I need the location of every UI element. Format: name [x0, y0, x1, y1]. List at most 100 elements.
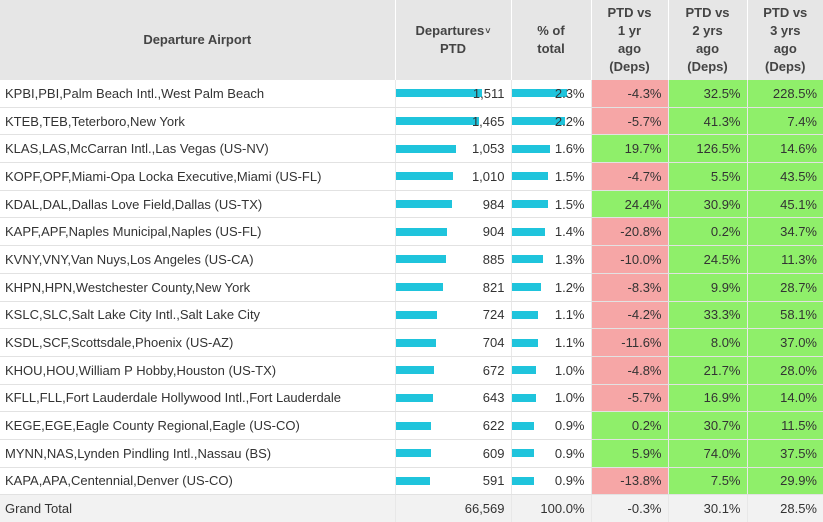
header-y2-line1: PTD vs	[685, 5, 730, 20]
airport-name-cell[interactable]: KPBI,PBI,Palm Beach Intl.,West Palm Beac…	[0, 80, 396, 108]
table-row[interactable]: KFLL,FLL,Fort Lauderdale Hollywood Intl.…	[0, 384, 823, 413]
departures-bar	[395, 283, 443, 292]
sort-descending-icon[interactable]: ˅	[485, 26, 491, 36]
pct-total-cell: 0.9%	[511, 467, 592, 496]
pct-total-cell: 1.0%	[511, 356, 592, 385]
departures-bar	[395, 255, 446, 264]
table-row[interactable]: KDAL,DAL,Dallas Love Field,Dallas (US-TX…	[0, 190, 823, 219]
departures-value: 1,465	[471, 113, 505, 129]
table-row[interactable]: KSLC,SLC,Salt Lake City Intl.,Salt Lake …	[0, 301, 823, 330]
airport-name-cell[interactable]: KHPN,HPN,Westchester County,New York	[0, 273, 396, 302]
departures-cell: 622	[395, 411, 512, 440]
pct-total-value: 1.5%	[554, 168, 585, 184]
table-row[interactable]: KAPA,APA,Centennial,Denver (US-CO) 591 0.9…	[0, 467, 823, 496]
header-ptd-vs-2yrs[interactable]: PTD vs 2 yrs ago (Deps)	[668, 0, 748, 80]
pct-total-value: 0.9%	[554, 418, 585, 434]
header-y2-line2: 2 yrs	[692, 23, 723, 38]
table-row[interactable]: KPBI,PBI,Palm Beach Intl.,West Palm Beac…	[0, 80, 823, 108]
departures-bar	[395, 144, 456, 153]
airport-name-cell[interactable]: KLAS,LAS,McCarran Intl.,Las Vegas (US-NV…	[0, 134, 396, 164]
vs-2yrs-cell: 9.9%	[668, 273, 748, 302]
grand-total-departures: 66,569	[395, 494, 512, 522]
departures-value: 1,010	[471, 168, 505, 184]
pct-total-bar	[511, 227, 545, 236]
header-y1-line4: (Deps)	[609, 59, 650, 74]
header-y1-line3: ago	[617, 41, 642, 56]
airport-name-cell[interactable]: KTEB,TEB,Teterboro,New York	[0, 107, 396, 136]
airport-name-cell[interactable]: KOPF,OPF,Miami-Opa Locka Executive,Miami…	[0, 162, 396, 191]
airport-name-cell[interactable]: KHOU,HOU,William P Hobby,Houston (US-TX)	[0, 356, 396, 385]
table-row[interactable]: KHOU,HOU,William P Hobby,Houston (US-TX)…	[0, 356, 823, 385]
departures-bar	[395, 393, 433, 402]
departures-cell: 672	[395, 356, 512, 385]
departures-cell: 984	[395, 190, 512, 219]
table-row[interactable]: KSDL,SCF,Scottsdale,Phoenix (US-AZ) 704 1.…	[0, 328, 823, 357]
airport-name-cell[interactable]: KSDL,SCF,Scottsdale,Phoenix (US-AZ)	[0, 328, 396, 357]
header-ptd-vs-1yr[interactable]: PTD vs 1 yr ago (Deps)	[591, 0, 669, 80]
airport-name-cell[interactable]: KVNY,VNY,Van Nuys,Los Angeles (US-CA)	[0, 245, 396, 274]
vs-1yr-cell: 24.4%	[591, 190, 669, 219]
table-row[interactable]: KOPF,OPF,Miami-Opa Locka Executive,Miami…	[0, 162, 823, 191]
airport-name-cell[interactable]: KAPF,APF,Naples Municipal,Naples (US-FL)	[0, 217, 396, 247]
header-pct-total[interactable]: % of total	[511, 0, 592, 80]
airport-name-cell[interactable]: KEGE,EGE,Eagle County Regional,Eagle (US…	[0, 411, 396, 440]
airport-name-cell[interactable]: KSLC,SLC,Salt Lake City Intl.,Salt Lake …	[0, 301, 396, 330]
vs-3yrs-cell: 45.1%	[747, 190, 823, 219]
header-ptd-vs-3yrs[interactable]: PTD vs 3 yrs ago (Deps)	[747, 0, 823, 80]
vs-1yr-cell: -5.7%	[591, 384, 669, 413]
table-row[interactable]: MYNN,NAS,Lynden Pindling Intl.,Nassau (B…	[0, 439, 823, 468]
header-pct-line1: % of	[537, 23, 565, 38]
airport-name-cell[interactable]: KFLL,FLL,Fort Lauderdale Hollywood Intl.…	[0, 384, 396, 413]
pct-total-bar	[511, 172, 548, 181]
vs-3yrs-cell: 43.5%	[747, 162, 823, 191]
departures-value: 724	[482, 307, 505, 323]
vs-3yrs-cell: 58.1%	[747, 301, 823, 330]
table-row[interactable]: KTEB,TEB,Teterboro,New York 1,465 2.2% -5.7…	[0, 107, 823, 136]
pct-total-cell: 1.6%	[511, 134, 592, 164]
pct-total-cell: 2.2%	[511, 107, 592, 136]
pct-total-value: 1.3%	[554, 251, 585, 267]
table-row[interactable]: KEGE,EGE,Eagle County Regional,Eagle (US…	[0, 411, 823, 440]
pct-total-cell: 1.1%	[511, 301, 592, 330]
header-departure-airport[interactable]: Departure Airport	[0, 0, 396, 80]
pct-total-bar	[511, 310, 538, 319]
departures-value: 1,053	[471, 141, 505, 157]
airport-name-cell[interactable]: KDAL,DAL,Dallas Love Field,Dallas (US-TX…	[0, 190, 396, 219]
departures-value: 591	[482, 473, 505, 489]
departures-value: 672	[482, 362, 505, 378]
header-departures-ptd[interactable]: Departures˅ PTD	[395, 0, 512, 80]
vs-1yr-cell: 19.7%	[591, 134, 669, 164]
pct-total-cell: 0.9%	[511, 439, 592, 468]
vs-1yr-cell: -13.8%	[591, 467, 669, 496]
table-row[interactable]: KLAS,LAS,McCarran Intl.,Las Vegas (US-NV…	[0, 134, 823, 164]
header-airport-label: Departure Airport	[143, 32, 252, 47]
pct-total-value: 1.0%	[554, 390, 585, 406]
vs-3yrs-cell: 37.5%	[747, 439, 823, 468]
vs-2yrs-cell: 32.5%	[668, 80, 748, 108]
table-row[interactable]: KVNY,VNY,Van Nuys,Los Angeles (US-CA) 885…	[0, 245, 823, 274]
departures-cell: 704	[395, 328, 512, 357]
vs-2yrs-cell: 21.7%	[668, 356, 748, 385]
airport-name-cell[interactable]: MYNN,NAS,Lynden Pindling Intl.,Nassau (B…	[0, 439, 396, 468]
header-y1-line2: 1 yr	[617, 23, 642, 38]
vs-3yrs-cell: 7.4%	[747, 107, 823, 136]
pct-total-cell: 1.5%	[511, 190, 592, 219]
vs-3yrs-cell: 34.7%	[747, 217, 823, 247]
airport-name-cell[interactable]: KAPA,APA,Centennial,Denver (US-CO)	[0, 467, 396, 496]
table-row[interactable]: KAPF,APF,Naples Municipal,Naples (US-FL)…	[0, 217, 823, 247]
vs-3yrs-cell: 37.0%	[747, 328, 823, 357]
departures-cell: 609	[395, 439, 512, 468]
vs-2yrs-cell: 33.3%	[668, 301, 748, 330]
pct-total-value: 0.9%	[554, 445, 585, 461]
vs-2yrs-cell: 74.0%	[668, 439, 748, 468]
header-y3-line3: ago	[773, 41, 797, 56]
vs-2yrs-cell: 0.2%	[668, 217, 748, 247]
departures-cell: 885	[395, 245, 512, 274]
vs-2yrs-cell: 30.9%	[668, 190, 748, 219]
pct-total-bar	[511, 200, 548, 209]
table-row[interactable]: KHPN,HPN,Westchester County,New York 821 1…	[0, 273, 823, 302]
vs-3yrs-cell: 228.5%	[747, 80, 823, 108]
vs-2yrs-cell: 24.5%	[668, 245, 748, 274]
vs-1yr-cell: -20.8%	[591, 217, 669, 247]
